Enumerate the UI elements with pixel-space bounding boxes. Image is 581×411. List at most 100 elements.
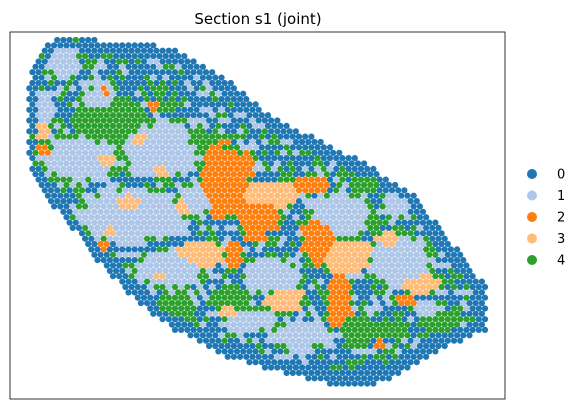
scatter-point-cluster-0 xyxy=(339,369,346,376)
scatter-point-cluster-1 xyxy=(336,203,343,210)
scatter-point-cluster-1 xyxy=(429,257,436,264)
scatter-point-cluster-3 xyxy=(193,257,200,264)
scatter-point-cluster-2 xyxy=(224,257,231,264)
scatter-point-cluster-0 xyxy=(196,101,203,108)
scatter-point-cluster-4 xyxy=(388,348,396,355)
scatter-point-cluster-0 xyxy=(175,85,182,92)
scatter-point-cluster-4 xyxy=(240,305,247,312)
scatter-point-cluster-1 xyxy=(159,219,166,226)
scatter-point-cluster-0 xyxy=(423,214,430,221)
scatter-point-cluster-0 xyxy=(472,278,479,285)
scatter-point-cluster-1 xyxy=(246,316,253,323)
scatter-point-cluster-1 xyxy=(255,310,262,317)
scatter-point-cluster-0 xyxy=(302,369,309,376)
scatter-point-cluster-1 xyxy=(209,112,216,119)
scatter-point-cluster-0 xyxy=(66,90,73,97)
scatter-point-cluster-0 xyxy=(54,101,61,108)
scatter-point-cluster-1 xyxy=(54,165,61,172)
scatter-point-cluster-1 xyxy=(144,171,151,178)
scatter-point-cluster-4 xyxy=(32,160,39,167)
scatter-point-cluster-4 xyxy=(348,192,355,199)
scatter-point-cluster-0 xyxy=(57,203,64,210)
scatter-point-cluster-1 xyxy=(144,257,151,264)
scatter-point-cluster-4 xyxy=(51,117,58,124)
scatter-point-cluster-2 xyxy=(320,187,327,194)
scatter-point-cluster-4 xyxy=(113,138,120,146)
scatter-point-cluster-0 xyxy=(230,278,237,285)
scatter-point-cluster-1 xyxy=(382,273,389,280)
scatter-point-cluster-1 xyxy=(416,310,423,317)
scatter-point-cluster-1 xyxy=(299,192,306,199)
scatter-point-cluster-4 xyxy=(237,224,244,231)
scatter-point-cluster-0 xyxy=(323,364,330,371)
scatter-point-cluster-0 xyxy=(150,310,157,317)
scatter-point-cluster-0 xyxy=(72,79,79,87)
scatter-point-cluster-0 xyxy=(190,58,197,65)
scatter-point-cluster-3 xyxy=(122,198,129,205)
scatter-point-cluster-0 xyxy=(302,144,309,151)
scatter-point-cluster-4 xyxy=(289,262,296,269)
scatter-point-cluster-2 xyxy=(268,203,275,210)
scatter-point-cluster-0 xyxy=(460,278,467,285)
scatter-point-cluster-0 xyxy=(264,176,272,183)
scatter-point-cluster-3 xyxy=(286,300,293,307)
scatter-point-cluster-1 xyxy=(416,257,423,264)
scatter-point-cluster-4 xyxy=(131,106,138,113)
scatter-point-cluster-2 xyxy=(249,235,256,242)
scatter-point-cluster-1 xyxy=(131,160,138,167)
scatter-point-cluster-3 xyxy=(292,300,299,307)
scatter-point-cluster-1 xyxy=(202,79,210,87)
scatter-point-cluster-1 xyxy=(292,149,299,156)
legend-label-0: 0 xyxy=(557,168,565,183)
scatter-point-cluster-1 xyxy=(274,332,281,339)
scatter-point-cluster-1 xyxy=(116,251,123,258)
scatter-point-cluster-1 xyxy=(302,326,309,333)
scatter-point-cluster-0 xyxy=(187,74,194,81)
scatter-point-cluster-1 xyxy=(252,122,259,129)
scatter-point-cluster-0 xyxy=(317,267,324,274)
scatter-point-cluster-4 xyxy=(209,230,216,237)
scatter-point-cluster-4 xyxy=(106,117,113,124)
scatter-point-cluster-1 xyxy=(175,257,182,264)
scatter-point-cluster-1 xyxy=(426,305,433,312)
scatter-point-cluster-0 xyxy=(410,192,417,199)
scatter-point-cluster-1 xyxy=(69,149,76,156)
scatter-point-cluster-0 xyxy=(447,332,454,339)
scatter-point-cluster-1 xyxy=(401,273,408,280)
scatter-point-cluster-0 xyxy=(326,155,334,162)
scatter-point-cluster-3 xyxy=(367,246,374,253)
scatter-point-cluster-4 xyxy=(100,53,107,60)
scatter-point-cluster-4 xyxy=(144,74,151,81)
scatter-point-cluster-1 xyxy=(323,203,330,210)
scatter-point-cluster-0 xyxy=(243,342,250,350)
scatter-point-cluster-1 xyxy=(44,171,52,178)
scatter-point-cluster-0 xyxy=(429,224,436,231)
scatter-point-cluster-3 xyxy=(345,240,352,248)
scatter-point-cluster-3 xyxy=(348,267,355,274)
scatter-point-cluster-0 xyxy=(209,69,216,76)
scatter-point-cluster-0 xyxy=(233,337,241,344)
scatter-point-cluster-4 xyxy=(94,106,101,113)
scatter-point-cluster-1 xyxy=(357,273,365,280)
scatter-point-cluster-1 xyxy=(57,171,64,178)
scatter-point-cluster-1 xyxy=(171,230,179,237)
scatter-point-cluster-1 xyxy=(175,181,182,189)
scatter-point-cluster-0 xyxy=(252,251,259,258)
scatter-point-cluster-0 xyxy=(109,176,117,183)
scatter-point-cluster-1 xyxy=(72,176,79,183)
scatter-point-cluster-1 xyxy=(376,262,383,269)
scatter-point-cluster-0 xyxy=(314,348,321,355)
scatter-point-cluster-1 xyxy=(320,198,327,205)
scatter-point-cluster-1 xyxy=(175,214,182,221)
scatter-point-cluster-0 xyxy=(305,160,312,167)
scatter-point-cluster-4 xyxy=(357,359,365,366)
scatter-point-cluster-1 xyxy=(199,321,206,328)
scatter-point-cluster-1 xyxy=(224,235,231,242)
scatter-point-cluster-1 xyxy=(184,79,191,87)
scatter-point-cluster-1 xyxy=(140,273,148,280)
scatter-point-cluster-1 xyxy=(144,203,151,210)
scatter-point-cluster-1 xyxy=(69,85,76,92)
scatter-point-cluster-2 xyxy=(330,289,337,296)
scatter-point-cluster-3 xyxy=(289,198,296,205)
scatter-point-cluster-0 xyxy=(295,240,303,248)
